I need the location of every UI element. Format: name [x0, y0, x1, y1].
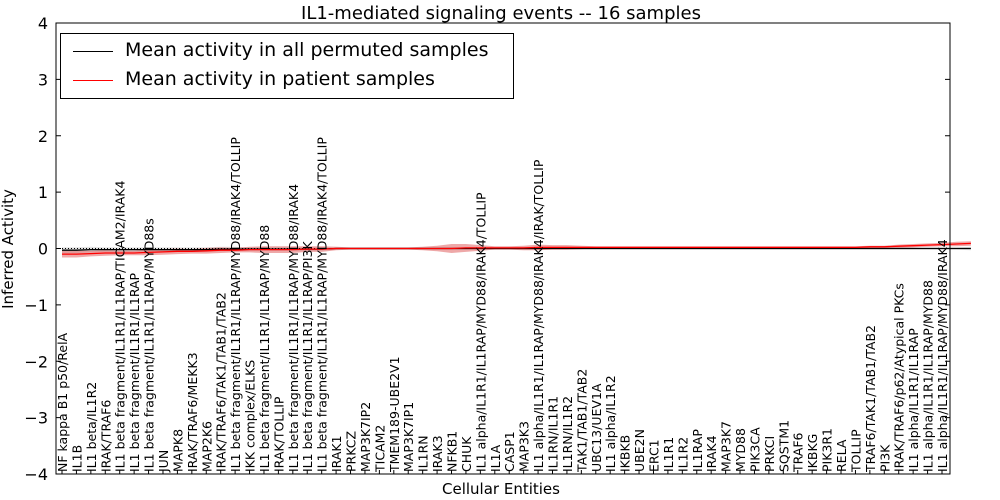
y-tick-label: 2: [38, 127, 48, 146]
x-tick-label: IL1 beta/IL1R2: [84, 382, 99, 472]
x-tick-label: IL1 beta fragment/IL1R1/IL1RAP/MYD88s: [142, 218, 157, 472]
x-tick-label: IL1B: [69, 445, 84, 472]
x-tick-label: IL1RN/IL1R1: [545, 396, 560, 472]
x-tick-label: MAP2K6: [199, 421, 214, 472]
x-tick-label: MYD88: [733, 428, 748, 472]
y-axis: −4 −3 −2 −1 0 1 2 3 4: [24, 14, 950, 484]
plot-frame: [55, 22, 951, 475]
y-axis-label: Inferred Activity: [0, 189, 17, 309]
x-tick-label: IL1 alpha/IL1R1/IL1RAP: [906, 328, 921, 472]
legend-item-permuted: Mean activity in all permuted samples: [61, 38, 513, 66]
x-tick-label: IL1 alpha/IL1R1/IL1RAP/MYD88/IRAK4/TOLLI…: [473, 192, 488, 472]
x-tick-label: NF kappa B1 p50/RelA: [55, 332, 70, 472]
y-tick-label: −1: [24, 296, 48, 315]
legend-item-patient: Mean activity in patient samples: [61, 67, 513, 95]
x-tick-label: IL1 beta fragment/IL1R1/IL1RAP/TICAM2/IR…: [113, 181, 128, 472]
x-tick-label: IRAK/TRAF6: [98, 400, 113, 472]
x-tick-label: IRAK1: [329, 435, 344, 472]
x-tick-label: IL1R2: [675, 437, 690, 472]
x-tick-label: SQSTM1: [776, 420, 791, 472]
y-tick-label: −4: [24, 465, 48, 484]
x-tick-label: IKBKG: [805, 434, 820, 472]
x-tick-label: IL1 alpha/IL1R1/IL1RAP/MYD88/IRAK4: [935, 239, 950, 472]
x-tick-label: TMEM189-UBE2V1: [387, 356, 402, 473]
x-tick-label: IL1 alpha/IL1R1/IL1RAP/MYD88: [921, 280, 936, 472]
x-tick-label: IL1R1: [661, 437, 676, 472]
x-tick-label: RELA: [834, 439, 849, 472]
x-tick-label: PRKCZ: [344, 431, 359, 472]
x-tick-label: IL1 alpha/IL1R1/IL1RAP/MYD88/IRAK4/IRAK/…: [531, 159, 546, 472]
x-tick-label: TRAF6: [791, 432, 806, 473]
y-tick-label: −3: [24, 409, 48, 428]
x-tick-label: PIK3R1: [820, 428, 835, 472]
x-axis: NF kappa B1 p50/RelA IL1B IL1 beta/IL1R2 IR…: [55, 137, 950, 474]
x-tick-label: IL1RN/IL1R2: [560, 396, 575, 472]
y-tick-label: 3: [38, 70, 48, 89]
x-tick-label: JUN: [156, 450, 171, 473]
x-tick-label: TRAF6/TAK1/TAB1/TAB2: [863, 325, 878, 473]
series-line-1: [62, 242, 971, 255]
x-tick-label: PI3K: [877, 444, 892, 472]
x-tick-label: PRKCI: [762, 436, 777, 472]
band-series-1: [62, 241, 971, 258]
x-tick-label: MAP3K7IP1: [401, 402, 416, 472]
x-tick-label: MAP3K7IP2: [358, 402, 373, 472]
x-tick-label: IL1 beta fragment/IL1R1/IL1RAP: [127, 272, 142, 472]
x-tick-label: IL1 beta fragment/IL1R1/IL1RAP/MYD88/IRA…: [286, 184, 301, 472]
x-tick-label: IL1 beta fragment/IL1R1/IL1RAP/MYD88/IRA…: [228, 137, 243, 472]
legend: Mean activity in all permuted samples Me…: [60, 33, 514, 99]
x-tick-label: IRAK3: [430, 435, 445, 472]
x-tick-label: ERC1: [646, 439, 661, 472]
chart-title: IL1-mediated signaling events -- 16 samp…: [301, 3, 701, 24]
x-tick-label: CHUK: [459, 436, 474, 472]
x-tick-label: IL1RAP: [690, 429, 705, 472]
x-tick-label: CASP1: [502, 431, 517, 472]
x-tick-label: IKK complex/ELKS: [243, 360, 258, 472]
x-tick-label: MAPK8: [170, 429, 185, 472]
x-tick-label: IL1A: [488, 444, 503, 472]
x-tick-label: TICAM2: [372, 425, 387, 473]
x-tick-label: IRAK/TRAF6/MEKK3: [185, 352, 200, 472]
x-tick-label: UBE2N: [632, 429, 647, 472]
x-tick-label: NFKB1: [445, 431, 460, 472]
x-tick-label: IRAK/TRAF6/p62/Atypical PKCs: [892, 283, 907, 472]
x-tick-label: IRAK/TOLLIP: [271, 396, 286, 472]
x-tick-label: IRAK/TRAF6/TAK1/TAB1/TAB2: [214, 292, 229, 472]
y-tick-label: 0: [38, 240, 48, 259]
x-tick-label: IL1RN: [416, 435, 431, 472]
legend-label-patient: Mean activity in patient samples: [125, 68, 435, 90]
x-tick-label: IRAK4: [704, 435, 719, 472]
x-tick-label: TOLLIP: [848, 429, 863, 473]
x-tick-label: IL1 beta fragment/IL1R1/IL1RAP/MYD88: [257, 225, 272, 472]
x-tick-label: UBC13/UEV1A: [589, 383, 604, 472]
x-axis-label: Cellular Entities: [442, 480, 560, 498]
y-tick-label: 4: [38, 14, 48, 33]
x-tick-label: IL1 alpha/IL1R2: [603, 375, 618, 472]
series-layer: [62, 242, 971, 255]
x-tick-label: IKBKB: [618, 435, 633, 472]
legend-label-permuted: Mean activity in all permuted samples: [125, 39, 489, 61]
legend-swatch-patient: [73, 80, 113, 81]
x-tick-label: MAP3K3: [517, 421, 532, 472]
x-tick-label: PIK3CA: [747, 427, 762, 472]
x-tick-label: IL1 beta fragment/IL1R1/IL1RAP/MYD88/IRA…: [315, 137, 330, 472]
x-tick-label: TAK1/TAB1/TAB2: [574, 369, 589, 473]
legend-swatch-permuted: [73, 51, 113, 52]
x-tick-label: MAP3K7: [719, 421, 734, 472]
y-tick-label: 1: [38, 183, 48, 202]
x-tick-label: IL1 beta fragment/IL1R1/IL1RAP/PI3K: [300, 241, 315, 472]
y-tick-label: −2: [24, 352, 48, 371]
